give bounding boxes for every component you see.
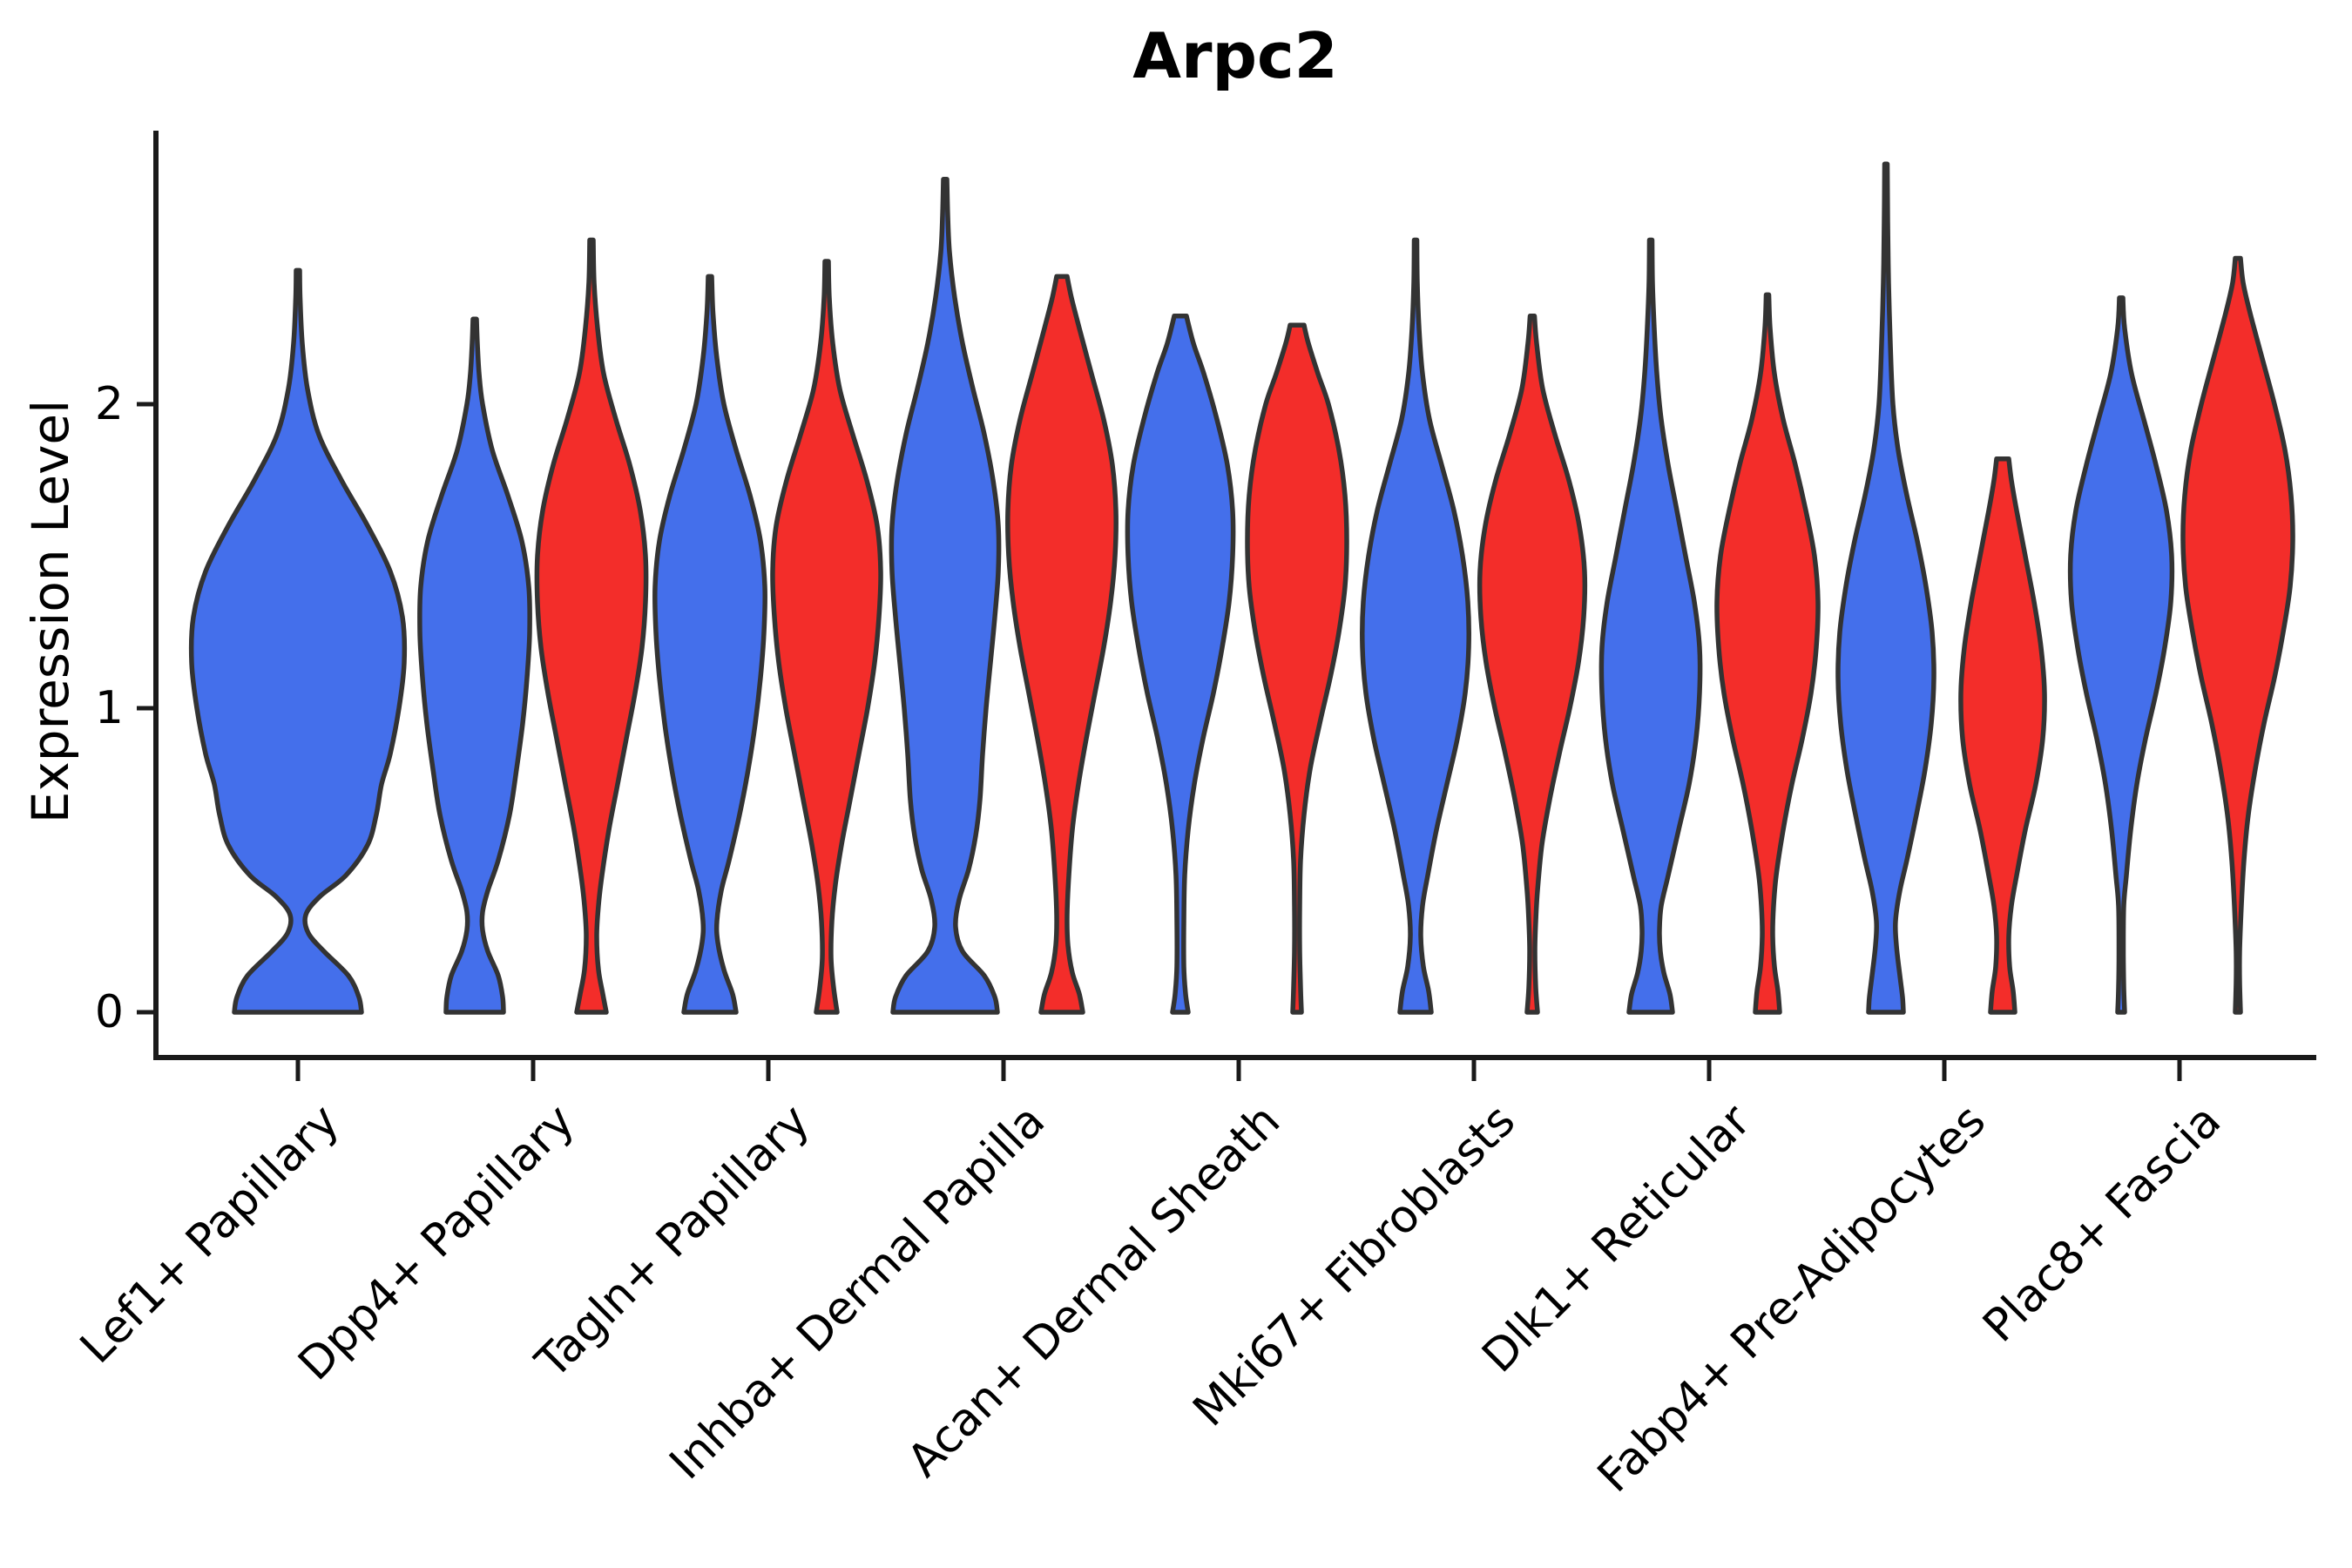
violin-blue-tagln-papillary — [652, 274, 768, 1015]
violin-red-mki67-fibroblasts — [1477, 314, 1588, 1015]
violin-red-tagln-papillary — [770, 259, 883, 1015]
violin-red-acan-dermal-sheath — [1245, 322, 1349, 1015]
violin-red-fabp4-pre-adipocytes — [1958, 456, 2047, 1015]
violin-blue-dlk1-reticular — [1598, 237, 1703, 1015]
violin-blue-acan-dermal-sheath — [1125, 314, 1236, 1015]
violin-blue-dpp4-papillary — [417, 316, 532, 1015]
violin-red-dpp4-papillary — [534, 237, 649, 1015]
y-axis-label: Expression Level — [21, 399, 80, 824]
violin-blue-lef1-papillary — [188, 267, 408, 1015]
violin-blue-plac8-fascia — [2067, 295, 2175, 1015]
violin-blue-fabp4-pre-adipocytes — [1835, 161, 1936, 1015]
violin-blue-inhba-dermal-papilla — [889, 176, 1002, 1015]
y-tick-label-2: 2 — [94, 378, 124, 430]
violin-blue-mki67-fibroblasts — [1360, 237, 1471, 1015]
violin-red-dlk1-reticular — [1714, 292, 1821, 1015]
y-tick-label-1: 1 — [94, 682, 124, 734]
chart-title: Arpc2 — [1132, 19, 1338, 92]
violin-red-inhba-dermal-papilla — [1005, 274, 1119, 1015]
y-tick-label-0: 0 — [94, 986, 124, 1038]
violin-red-plac8-fascia — [2180, 255, 2295, 1015]
